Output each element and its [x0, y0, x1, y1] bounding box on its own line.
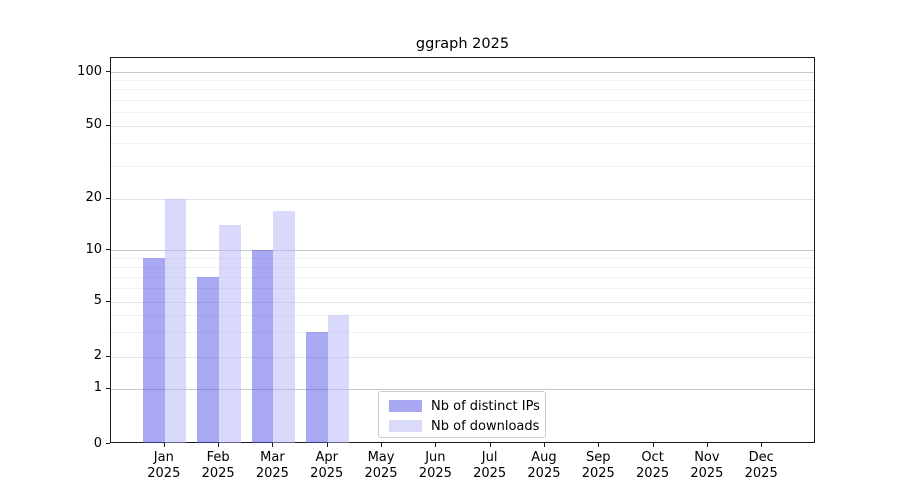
minor-gridline — [111, 80, 814, 82]
major-gridline — [111, 198, 814, 200]
minor-gridline — [111, 89, 814, 91]
x-axis-label-year: 2025 — [690, 465, 724, 481]
x-tick — [272, 443, 274, 447]
y-tick — [106, 197, 110, 199]
x-tick — [761, 443, 763, 447]
x-tick — [163, 443, 165, 447]
y-tick — [106, 443, 110, 444]
major-gridline — [111, 125, 814, 127]
x-tick — [706, 443, 708, 447]
y-tick — [106, 71, 110, 72]
x-axis-label-month: Apr 2025 — [297, 450, 357, 481]
x-axis-label-month: Jul 2025 — [460, 450, 520, 481]
minor-gridline — [111, 288, 814, 290]
y-axis-tick-label: 10 — [85, 241, 102, 257]
y-tick — [106, 124, 110, 126]
legend-swatch-downloads — [389, 420, 422, 432]
x-tick — [652, 443, 654, 447]
bar-distinct-ips — [306, 332, 328, 443]
minor-gridline — [111, 332, 814, 334]
x-tick — [326, 443, 328, 447]
x-axis-label-month: Jun 2025 — [405, 450, 465, 481]
major-gridline — [111, 301, 814, 303]
x-tick — [381, 443, 383, 447]
y-tick — [106, 355, 110, 357]
legend: Nb of distinct IPs Nb of downloads — [378, 391, 546, 438]
x-axis-label-month: Aug 2025 — [514, 450, 574, 481]
minor-gridline — [111, 99, 814, 101]
major-gridline — [111, 356, 814, 358]
x-axis-label-month: Oct 2025 — [623, 450, 683, 481]
y-tick — [106, 249, 110, 251]
minor-gridline — [111, 314, 814, 316]
x-axis-label-month: May 2025 — [351, 450, 411, 481]
x-axis-label-year: 2025 — [636, 465, 670, 481]
y-axis-tick-label: 5 — [93, 293, 102, 308]
x-axis-label-year: 2025 — [744, 465, 778, 481]
x-axis-label-year: 2025 — [147, 465, 181, 481]
x-tick — [598, 443, 600, 447]
x-axis-label-year: 2025 — [527, 465, 561, 481]
y-axis-tick-label: 0 — [93, 435, 102, 451]
x-axis-label-year: 2025 — [418, 465, 452, 481]
legend-label-downloads: Nb of downloads — [431, 418, 540, 434]
x-tick — [543, 443, 545, 447]
legend-label-distinct-ips: Nb of distinct IPs — [431, 398, 540, 414]
legend-swatch-distinct-ips — [389, 400, 422, 412]
x-axis-label-year: 2025 — [201, 465, 235, 481]
bar-downloads — [273, 210, 296, 443]
y-tick — [106, 300, 110, 302]
x-axis-label-month: Dec 2025 — [731, 450, 791, 481]
bar-distinct-ips — [197, 276, 220, 443]
minor-gridline — [111, 266, 814, 268]
y-tick — [106, 387, 110, 389]
x-axis-label-month: Mar 2025 — [242, 450, 302, 481]
minor-gridline — [111, 111, 814, 113]
x-axis-label-year: 2025 — [364, 465, 398, 481]
bar-distinct-ips — [143, 258, 165, 443]
minor-gridline — [111, 166, 814, 168]
x-axis-label-year: 2025 — [581, 465, 615, 481]
x-tick — [489, 443, 491, 447]
major-gridline — [111, 72, 814, 73]
plot-area — [110, 57, 815, 443]
x-axis-label-year: 2025 — [473, 465, 507, 481]
legend-entry-downloads: Nb of downloads — [389, 419, 539, 433]
y-axis-tick-label: 20 — [85, 190, 102, 206]
x-axis-label-month: Nov 2025 — [677, 450, 737, 481]
chart-title: ggraph 2025 — [415, 36, 510, 52]
x-tick — [435, 443, 437, 447]
y-axis-tick-label: 50 — [85, 117, 102, 133]
x-axis-label-month: Jan 2025 — [134, 450, 194, 481]
y-axis-tick-label: 2 — [93, 348, 102, 364]
x-axis-label-year: 2025 — [255, 465, 289, 481]
bar-downloads — [327, 314, 350, 443]
x-axis-label-month: Feb 2025 — [188, 450, 248, 481]
bar-downloads — [219, 225, 241, 443]
x-axis-label-year: 2025 — [310, 465, 344, 481]
bar-distinct-ips — [251, 250, 274, 443]
bar-downloads — [164, 198, 187, 443]
major-gridline — [111, 388, 814, 390]
minor-gridline — [111, 276, 814, 278]
y-axis-tick-label: 1 — [93, 380, 102, 396]
minor-gridline — [111, 143, 814, 145]
major-gridline — [111, 250, 814, 252]
legend-entry-distinct-ips: Nb of distinct IPs — [389, 399, 540, 413]
x-axis-label-month: Sep 2025 — [568, 450, 628, 481]
x-tick — [218, 443, 220, 447]
minor-gridline — [111, 258, 814, 260]
y-axis-tick-label: 100 — [77, 63, 102, 79]
